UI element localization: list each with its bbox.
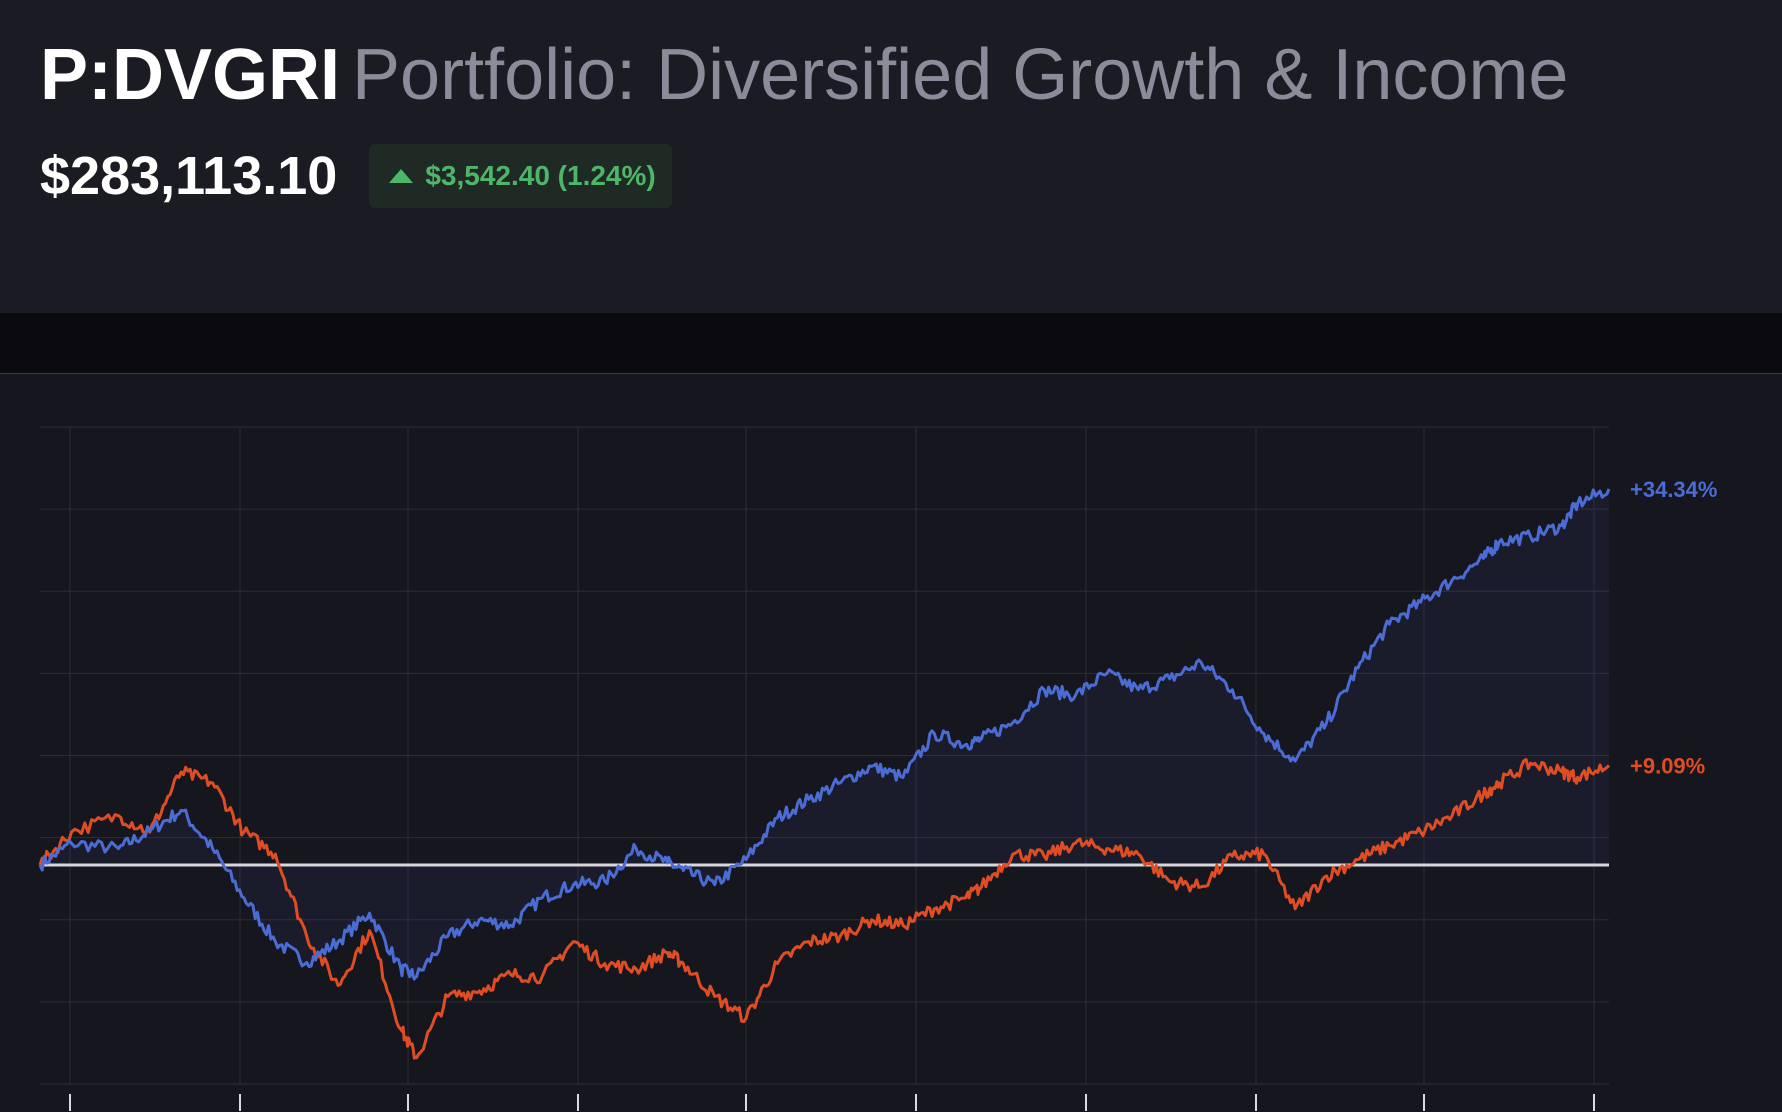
portfolio-header: P:DVGRI Portfolio: Diversified Growth & I… [0, 0, 1782, 313]
series-area-fill [40, 489, 1609, 980]
series-line-1 [38, 488, 1611, 981]
portfolio-name: Portfolio: Diversified Growth & Income [352, 35, 1569, 115]
series-line-2 [38, 758, 1611, 1060]
change-badge: $3,542.40 (1.24%) [369, 144, 672, 208]
page-title: P:DVGRI Portfolio: Diversified Growth & I… [40, 32, 1568, 118]
toolbar-band [0, 313, 1782, 374]
chart-area: +34.34% +9.09% [0, 374, 1782, 1112]
value-row: $283,113.10 $3,542.40 (1.24%) [40, 144, 672, 208]
change-value: $3,542.40 (1.24%) [425, 160, 656, 191]
portfolio-value: $283,113.10 [40, 146, 338, 206]
series-end-label-2: +9.09% [1630, 753, 1705, 778]
up-arrow-icon [389, 169, 414, 183]
series-end-label-1: +34.34% [1630, 477, 1717, 502]
performance-chart: +34.34% +9.09% [38, 426, 1717, 1111]
portfolio-ticker: P:DVGRI [40, 35, 341, 115]
